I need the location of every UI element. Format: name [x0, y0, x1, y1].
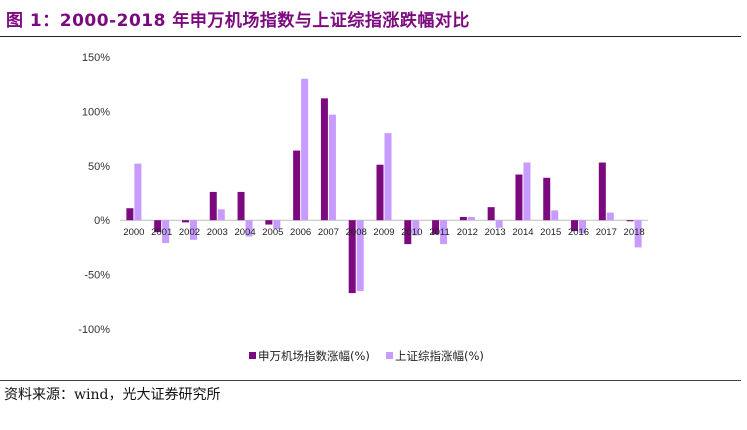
- bar-airport: [626, 220, 634, 222]
- legend-swatch-airport: [249, 352, 256, 359]
- bar-airport: [432, 220, 440, 235]
- y-tick-label: -50%: [84, 270, 110, 282]
- bar-sse: [328, 114, 336, 221]
- bar-airport: [209, 191, 217, 221]
- bar-airport: [404, 220, 412, 245]
- bar-sse: [301, 78, 309, 221]
- x-tick-label: 2017: [596, 227, 617, 238]
- bar-airport: [348, 220, 356, 294]
- y-tick-label: -100%: [78, 324, 110, 336]
- bar-sse: [495, 220, 503, 228]
- x-tick-label: 2010: [401, 227, 422, 238]
- x-tick-label: 2004: [234, 227, 255, 238]
- y-tick-label: 150%: [82, 52, 110, 64]
- bar-airport: [181, 220, 189, 223]
- x-tick-label: 2009: [373, 227, 394, 238]
- source-note: 资料来源：wind，光大证券研究所: [4, 387, 221, 403]
- y-tick-label: 100%: [82, 106, 110, 118]
- legend-label-sse: 上证综指涨幅(%): [395, 349, 484, 363]
- bar-sse: [634, 220, 642, 248]
- bar-airport: [320, 98, 328, 221]
- bar-airport: [265, 220, 273, 225]
- bar-airport: [126, 208, 134, 221]
- x-tick-label: 2015: [540, 227, 561, 238]
- bar-airport: [598, 162, 606, 221]
- x-tick-label: 2003: [207, 227, 228, 238]
- y-axis-ticks: 150% 100% 50% 0% -50% -100%: [78, 52, 110, 336]
- bar-sse: [217, 209, 225, 221]
- y-tick-label: 0%: [94, 215, 110, 227]
- bar-sse: [273, 220, 281, 229]
- x-tick-label: 2013: [485, 227, 506, 238]
- x-tick-label: 2007: [318, 227, 339, 238]
- x-tick-label: 2000: [123, 227, 144, 238]
- title-divider: [0, 36, 741, 37]
- bar-sse: [606, 212, 614, 221]
- x-tick-label: 2008: [346, 227, 367, 238]
- x-tick-label: 2001: [151, 227, 172, 238]
- bar-airport: [487, 207, 495, 221]
- x-tick-label: 2016: [568, 227, 589, 238]
- bar-sse: [551, 210, 559, 221]
- legend: 申万机场指数涨幅(%) 上证综指涨幅(%): [249, 349, 484, 363]
- x-axis-ticks: 2000 2001 2002 2003 2004 2005 2006 2007 2008 2009…: [123, 227, 644, 238]
- bar-sse: [384, 133, 392, 221]
- source-divider: [0, 380, 741, 381]
- bar-sse: [440, 220, 448, 245]
- bar-airport: [154, 220, 162, 233]
- bar-chart: 150%100%50%0%-50%-100% 2000 2001 2002 2003 2…: [78, 52, 648, 363]
- x-tick-label: 2005: [262, 227, 283, 238]
- bar-airport: [237, 191, 245, 221]
- bars: [126, 78, 642, 294]
- bar-airport: [459, 216, 467, 221]
- x-tick-label: 2002: [179, 227, 200, 238]
- x-tick-label: 2006: [290, 227, 311, 238]
- bar-sse: [162, 220, 170, 244]
- x-tick-label: 2011: [429, 227, 449, 238]
- y-tick-label: 50%: [88, 161, 110, 173]
- bar-sse: [189, 220, 197, 240]
- bar-airport: [543, 177, 551, 221]
- bar-airport: [376, 164, 384, 221]
- bar-sse: [245, 220, 253, 237]
- legend-label-airport: 申万机场指数涨幅(%): [258, 349, 370, 363]
- bar-sse: [356, 220, 364, 291]
- figure-title: 图 1：2000-2018 年申万机场指数与上证综指涨跌幅对比: [6, 11, 470, 31]
- bar-airport: [515, 174, 523, 221]
- bar-sse: [412, 220, 420, 236]
- bar-sse: [467, 216, 475, 221]
- bar-sse: [523, 162, 531, 221]
- bar-sse: [579, 220, 587, 234]
- x-tick-label: 2018: [624, 227, 645, 238]
- bar-sse: [134, 163, 142, 221]
- bar-airport: [293, 150, 301, 221]
- x-tick-label: 2014: [512, 227, 533, 238]
- x-tick-label: 2012: [457, 227, 478, 238]
- legend-swatch-sse: [386, 352, 393, 359]
- bar-airport: [571, 220, 579, 232]
